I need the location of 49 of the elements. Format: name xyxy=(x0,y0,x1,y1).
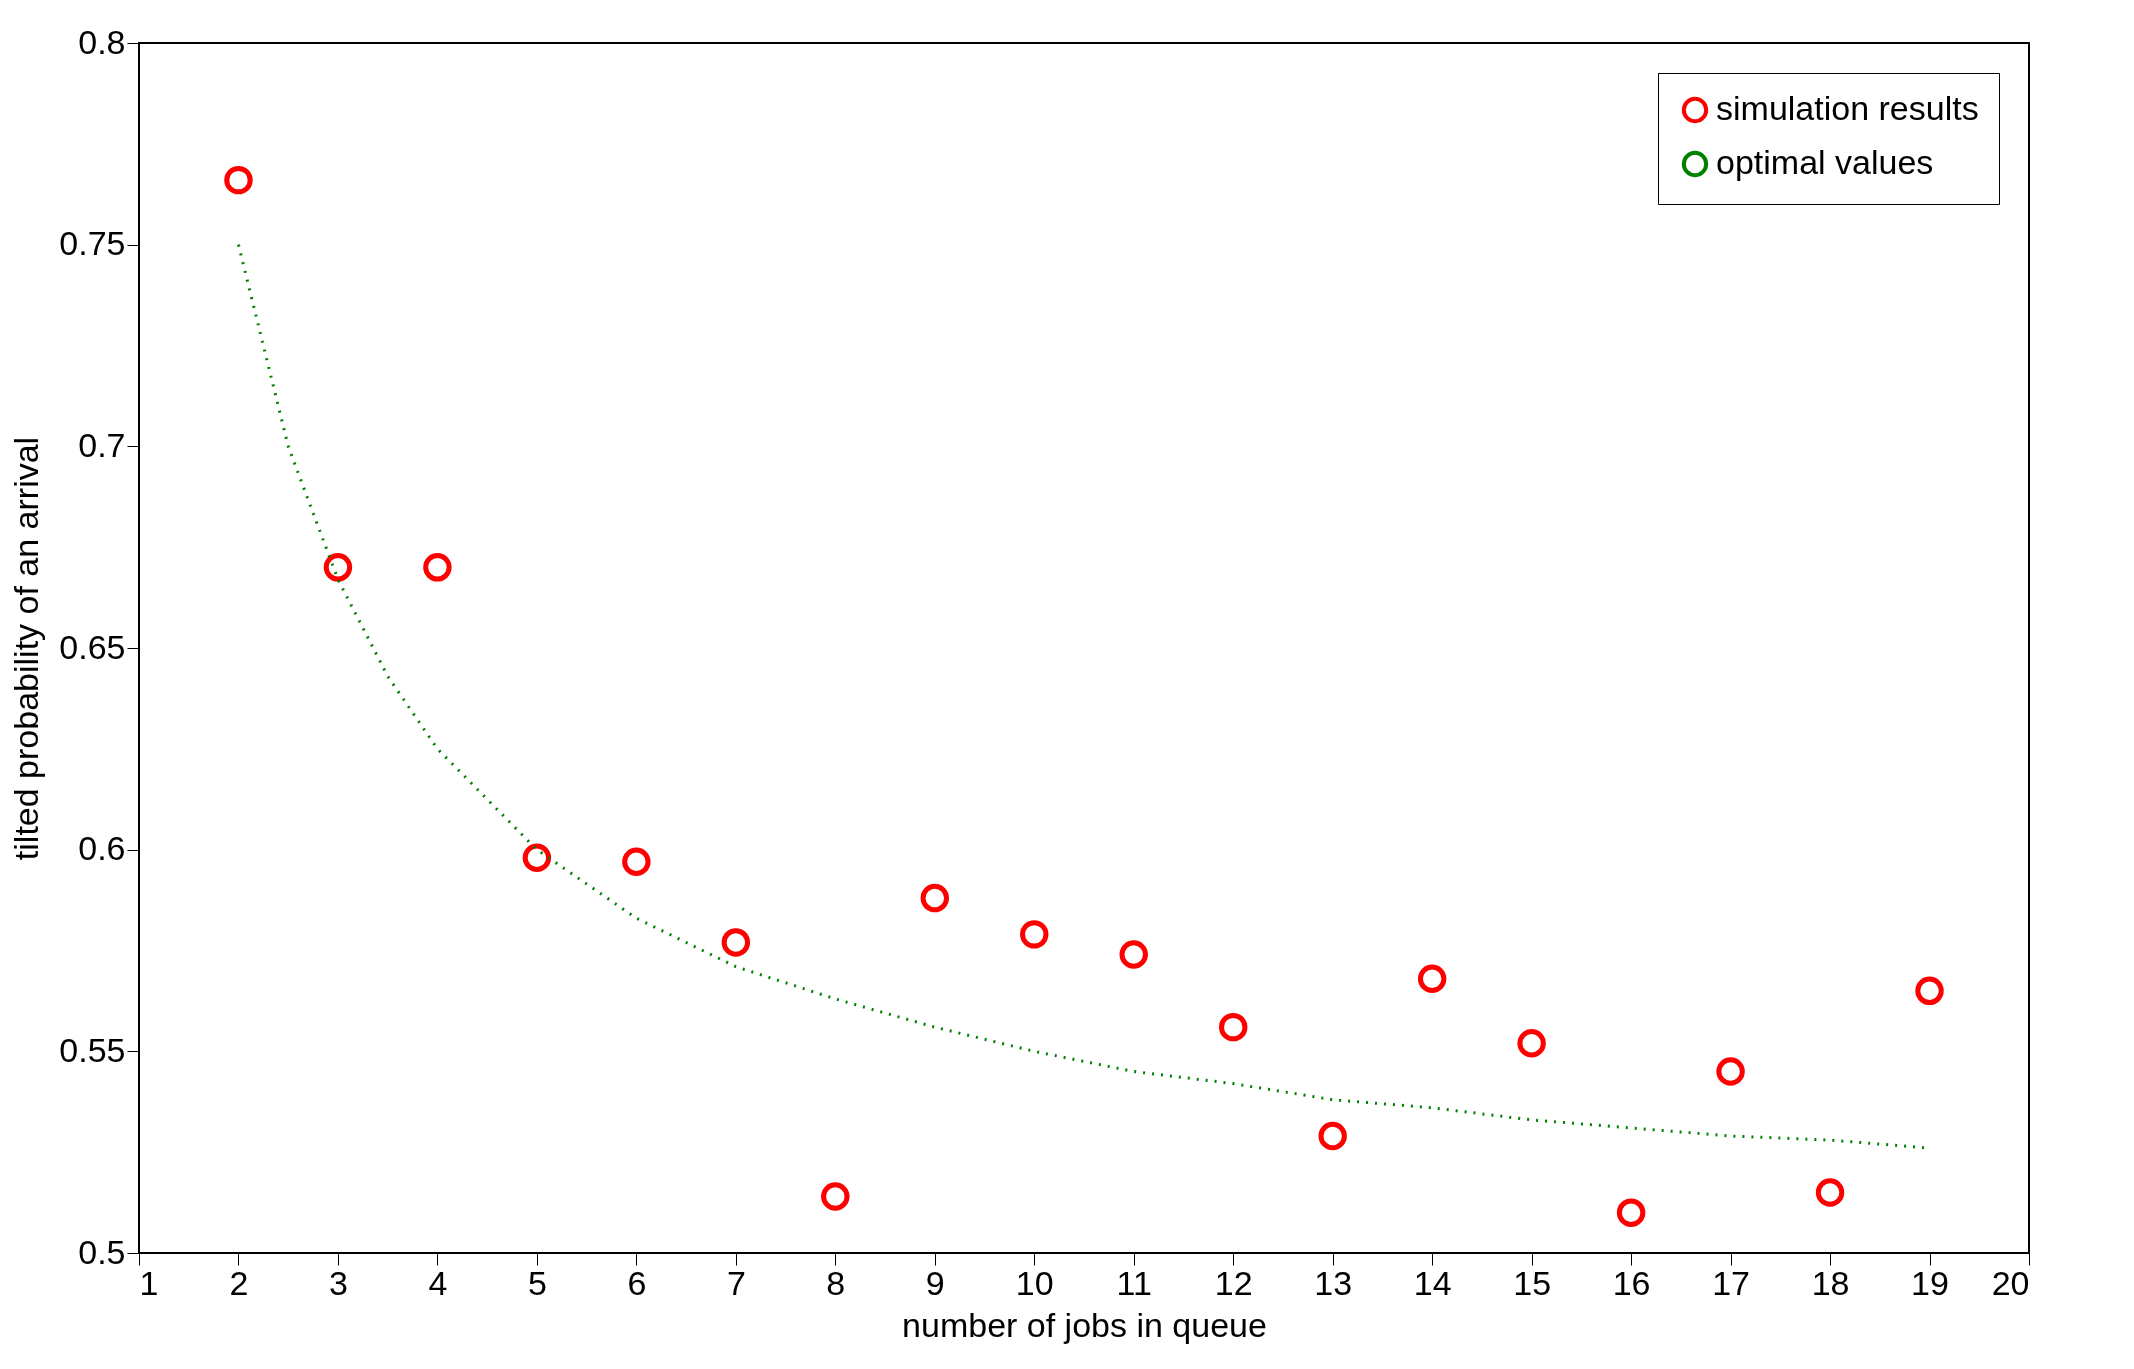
x-tick-label: 10 xyxy=(1015,1263,1054,1302)
point xyxy=(1815,1178,1845,1207)
x-tick-label: 9 xyxy=(925,1263,945,1302)
x-tick-label: 2 xyxy=(229,1263,249,1302)
x-tick-label: 20 xyxy=(1991,1263,2030,1302)
point xyxy=(1020,920,1049,949)
y-axis-title: tilted probability of an arrival xyxy=(7,436,46,861)
x-tick-label: 7 xyxy=(726,1263,746,1302)
point xyxy=(522,843,552,872)
x-tick-label: 13 xyxy=(1314,1263,1353,1302)
x-tick-label: 12 xyxy=(1214,1263,1253,1302)
point xyxy=(323,553,353,582)
y-tick-label: 0.65 xyxy=(59,627,126,666)
x-tick-label: 4 xyxy=(428,1263,448,1302)
x-tick-label: 1 xyxy=(139,1263,159,1302)
legend-label: simulation results xyxy=(1716,89,1979,127)
x-axis-title: number of jobs in queue xyxy=(902,1305,1267,1344)
x-tick-label: 14 xyxy=(1413,1263,1452,1302)
legend-label: optimal values xyxy=(1716,143,1934,181)
point xyxy=(721,928,751,957)
point xyxy=(1417,964,1447,993)
point xyxy=(1716,1057,1745,1086)
point xyxy=(920,883,950,913)
point xyxy=(1218,1012,1248,1042)
point xyxy=(1119,940,1148,969)
point xyxy=(821,1182,850,1211)
point xyxy=(1318,1121,1347,1151)
point xyxy=(423,553,452,582)
x-tick-label: 18 xyxy=(1811,1263,1850,1302)
y-tick-label: 0.55 xyxy=(59,1030,126,1069)
y-tick-label: 0.5 xyxy=(78,1232,126,1271)
y-tick-label: 0.7 xyxy=(78,425,126,464)
x-tick-label: 5 xyxy=(527,1263,547,1302)
x-tick-label: 11 xyxy=(1116,1263,1152,1302)
x-tick-label: 8 xyxy=(826,1263,846,1302)
x-tick-label: 16 xyxy=(1612,1263,1651,1302)
x-tick-label: 15 xyxy=(1513,1263,1552,1302)
y-tick-label: 0.6 xyxy=(78,829,126,868)
y-tick-label: 0.75 xyxy=(59,224,126,263)
point xyxy=(1616,1198,1646,1227)
x-tick-label: 17 xyxy=(1712,1263,1750,1302)
point xyxy=(1517,1029,1546,1058)
x-tick-label: 3 xyxy=(328,1263,348,1302)
point xyxy=(224,165,253,195)
y-tick-label: 0.8 xyxy=(78,22,126,61)
x-tick-label: 19 xyxy=(1911,1263,1949,1302)
point xyxy=(622,847,651,876)
point xyxy=(1915,976,1944,1006)
x-tick-label: 6 xyxy=(627,1263,647,1302)
